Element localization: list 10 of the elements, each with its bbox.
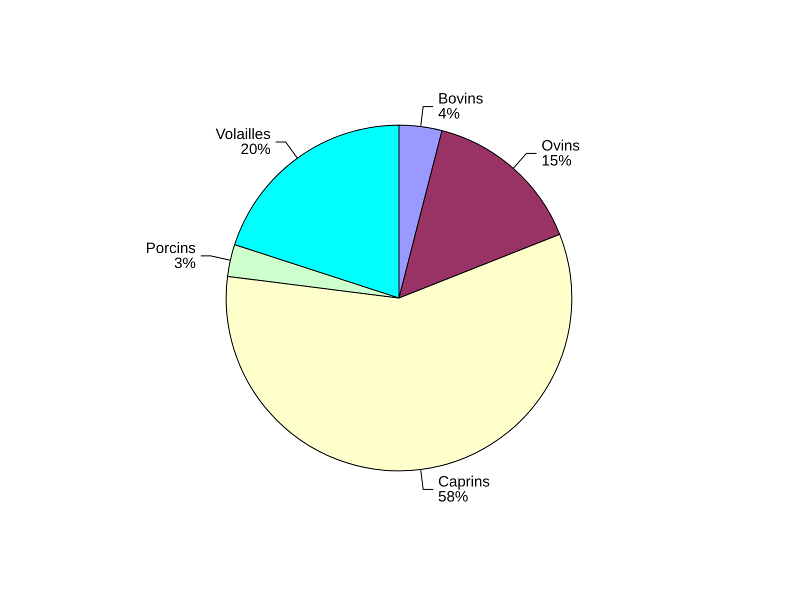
data-label: 20% bbox=[240, 140, 271, 158]
data-label: 15% bbox=[542, 152, 572, 170]
slice-label: Bovins bbox=[438, 90, 484, 108]
slice-label: Caprins bbox=[438, 473, 490, 490]
data-label: 3% bbox=[174, 254, 196, 272]
slice-label: Ovins bbox=[542, 137, 580, 154]
slice-label: Volailles bbox=[216, 126, 271, 143]
data-label: 58% bbox=[438, 488, 468, 506]
data-label: 4% bbox=[438, 106, 460, 123]
slice-label: Porcins bbox=[146, 240, 196, 257]
